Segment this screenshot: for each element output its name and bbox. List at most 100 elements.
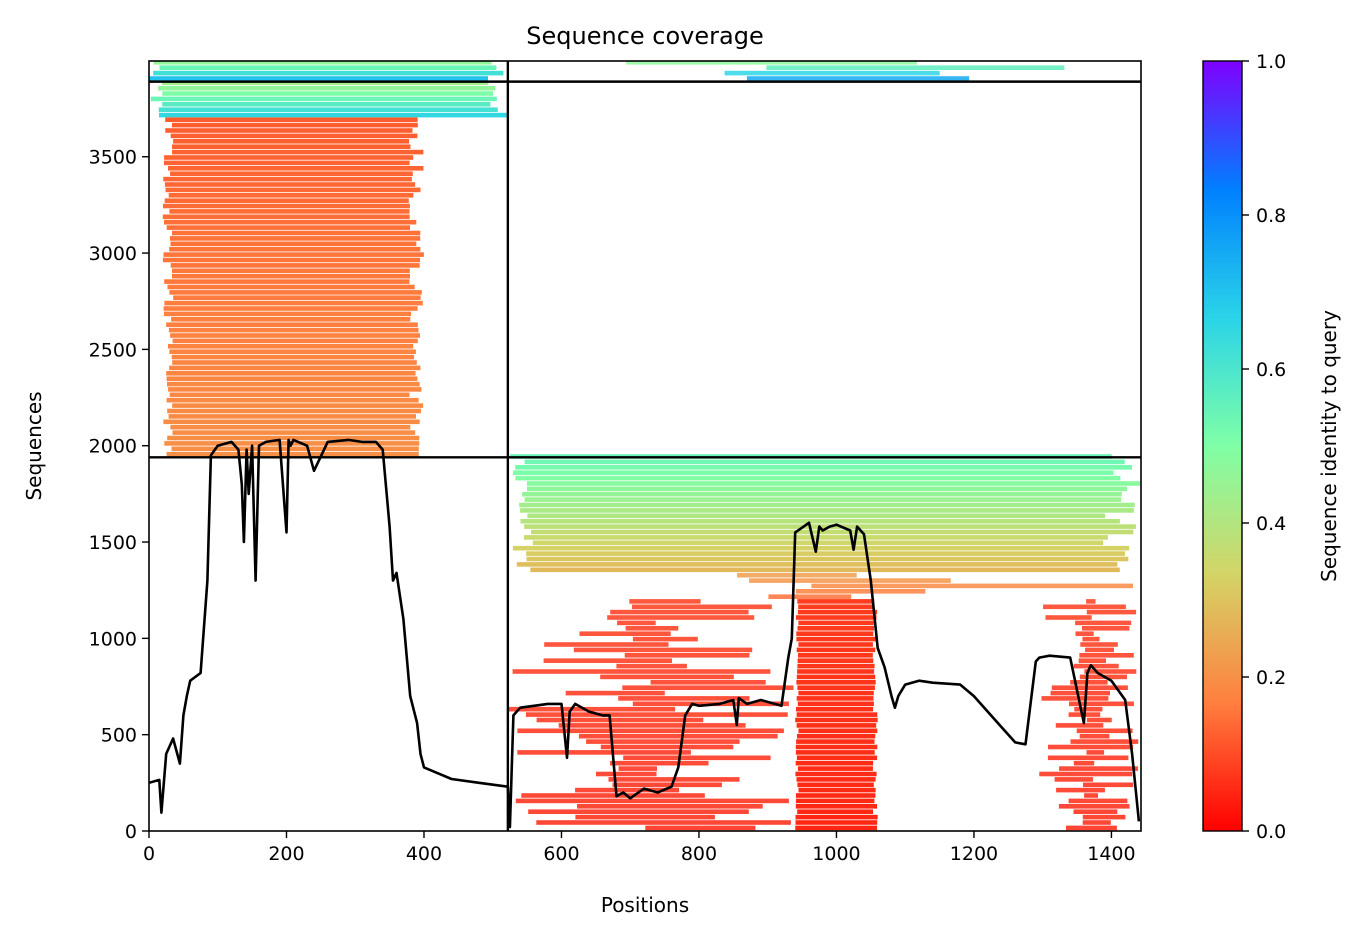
sequence-strip	[524, 459, 1125, 465]
sequence-strip	[1056, 787, 1105, 793]
sequence-strip	[162, 91, 494, 96]
x-tick-label: 1200	[950, 843, 998, 865]
sequence-strip	[797, 599, 875, 604]
sequence-strip	[1070, 739, 1139, 744]
sequence-strip	[1059, 766, 1138, 771]
colorbar-tick-label: 0.0	[1256, 821, 1286, 843]
sequence-strip	[1066, 825, 1117, 831]
sequence-strip	[170, 171, 413, 176]
sequence-strip	[1075, 620, 1132, 626]
sequence-strip	[612, 782, 722, 788]
sequence-strip	[1082, 636, 1100, 642]
sequence-strip	[797, 663, 875, 669]
sequence-strip	[522, 491, 1122, 497]
sequence-strip	[797, 733, 876, 739]
sequence-strip	[1074, 706, 1103, 712]
sequence-strip	[610, 609, 749, 615]
sequence-strip	[796, 723, 877, 728]
y-axis: 0 500 1000 1500 2000 2500 3000 3500	[89, 147, 149, 843]
sequence-strip	[795, 771, 877, 777]
sequence-strip	[600, 674, 734, 680]
sequence-strip	[1045, 615, 1092, 620]
sequence-strip	[172, 149, 424, 155]
x-tick-label: 400	[406, 843, 442, 865]
sequence-strip	[167, 284, 415, 290]
sequence-strip	[528, 809, 749, 814]
sequence-strip	[163, 311, 412, 317]
sequence-strip	[165, 187, 421, 193]
sequence-strip	[795, 814, 878, 820]
sequence-strip	[1082, 814, 1126, 820]
sequence-strip	[797, 809, 873, 814]
sequence-strip	[536, 820, 791, 825]
sequence-strip	[521, 793, 705, 798]
sequence-strip	[795, 615, 877, 620]
sequence-strip	[610, 760, 709, 766]
sequence-strip	[164, 219, 417, 225]
sequence-strip	[163, 160, 410, 166]
sequence-strip	[1043, 604, 1126, 610]
x-tick-label: 600	[543, 843, 579, 865]
sequence-strip	[515, 798, 789, 804]
sequence-strip	[797, 658, 874, 663]
sequence-strip	[798, 653, 873, 658]
x-axis: 0 200 400 600 800 1000 1200 1400	[143, 831, 1136, 865]
colorbar-tick-label: 0.2	[1256, 667, 1286, 689]
sequence-strip	[172, 338, 418, 344]
sequence-strip	[158, 85, 496, 91]
sequence-strip	[796, 712, 878, 717]
sequence-strip	[149, 76, 488, 81]
colorbar-tick-label: 0.8	[1256, 205, 1286, 227]
y-tick-label: 3000	[89, 243, 137, 265]
sequence-strip	[798, 787, 876, 793]
sequence-strip	[527, 486, 1128, 492]
sequence-strip	[795, 744, 878, 750]
sequence-strip	[162, 102, 491, 107]
sequence-strip	[153, 70, 504, 76]
colorbar: 0.0 0.2 0.4 0.6 0.8 1.0 Sequence identity to …	[1202, 51, 1341, 843]
sequence-strip	[578, 733, 778, 739]
sequence-strip	[165, 128, 413, 133]
sequence-strip	[168, 166, 424, 171]
sequence-strip	[170, 263, 420, 268]
sequence-strip	[1086, 609, 1137, 615]
sequence-strip	[517, 728, 784, 734]
sequence-strip	[1051, 685, 1128, 690]
sequence-strip	[1050, 690, 1110, 696]
sequence-strip	[768, 594, 852, 599]
sequence-strip	[625, 626, 679, 631]
x-tick-label: 200	[268, 843, 304, 865]
sequence-strip	[1075, 631, 1094, 636]
sequence-strip	[1073, 760, 1095, 766]
sequence-strip	[579, 631, 671, 636]
sequence-strip	[166, 376, 418, 381]
sequence-strip	[166, 322, 418, 327]
domain-boundaries	[149, 61, 1141, 831]
sequence-strip	[1085, 647, 1114, 653]
sequence-strip	[544, 642, 669, 647]
sequence-strip	[624, 653, 750, 658]
sequence-strip	[797, 782, 874, 788]
sequence-strip	[737, 572, 857, 578]
sequence-strip	[543, 658, 672, 663]
sequence-strip	[617, 620, 656, 626]
sequence-strip	[1068, 798, 1128, 804]
plot-area	[149, 61, 1141, 831]
sequence-strip	[171, 446, 419, 452]
sequence-strip	[632, 604, 772, 610]
x-tick-label: 800	[681, 843, 717, 865]
sequence-strip	[1078, 658, 1106, 663]
sequence-strip	[172, 230, 421, 236]
sequence-strip	[586, 739, 740, 744]
sequence-strip	[1084, 793, 1098, 798]
sequence-strip	[796, 793, 876, 798]
sequence-strip	[795, 825, 877, 831]
sequence-strip	[1082, 820, 1111, 825]
sequence-strip	[163, 176, 412, 182]
sequence-strip	[167, 381, 420, 387]
sequence-strip	[797, 766, 873, 771]
sequence-strip	[724, 70, 940, 76]
sequence-strip	[167, 435, 420, 441]
sequence-strip	[526, 556, 1129, 562]
